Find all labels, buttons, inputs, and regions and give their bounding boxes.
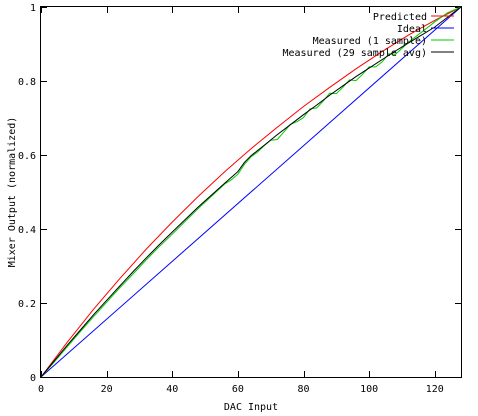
y-tick-label: 0 <box>30 373 36 384</box>
x-tick-label: 0 <box>38 384 44 395</box>
y-tick-label: 1 <box>30 3 36 14</box>
x-tick-label: 100 <box>360 384 378 395</box>
plot-frame <box>40 6 462 378</box>
y-tick-label: 0.6 <box>18 151 36 162</box>
series-line-4 <box>40 6 462 378</box>
y-axis-label: Mixer Output (normalized) <box>7 117 18 268</box>
legend-label: Predicted <box>373 12 427 23</box>
x-tick-label: 80 <box>297 384 309 395</box>
legend-label: Measured (29 sample avg) <box>283 48 428 59</box>
series-line-1 <box>40 6 462 378</box>
x-tick-label: 40 <box>166 384 178 395</box>
legend-label: Measured (1 sample) <box>313 36 427 47</box>
series-line-2 <box>40 6 462 378</box>
x-tick-label: 20 <box>101 384 113 395</box>
legend-label: Ideal <box>397 24 427 35</box>
y-tick-label: 0.4 <box>18 225 36 236</box>
x-tick-label: 60 <box>232 384 244 395</box>
series-line-3 <box>40 6 462 378</box>
series-lines <box>40 6 462 378</box>
tick-group: 0 20 40 60 80 100 120 0 0.2 0.4 0.6 0.8 1 <box>18 3 461 395</box>
x-tick-label: 120 <box>426 384 444 395</box>
y-tick-label: 0.8 <box>18 77 36 88</box>
y-tick-label: 0.2 <box>18 299 36 310</box>
x-axis-label: DAC Input <box>224 402 278 413</box>
